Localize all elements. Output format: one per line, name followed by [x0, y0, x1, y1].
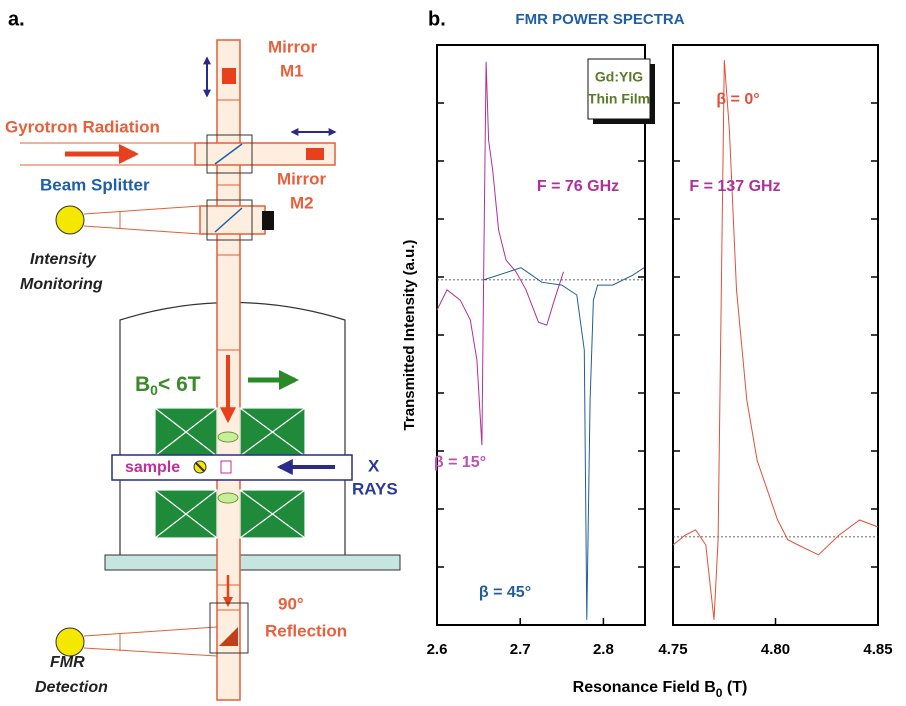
x-tick-label: 4.75: [658, 641, 687, 658]
panel-label: b.: [428, 8, 446, 30]
x-tick-label: 2.8: [593, 641, 614, 658]
lens: [217, 431, 239, 443]
detector: [55, 627, 85, 657]
series-line: [672, 60, 879, 620]
text: 0: [716, 686, 723, 700]
beam-line: [20, 142, 195, 166]
label: 90°: [278, 594, 304, 613]
splitter-box: [206, 199, 253, 241]
text: Resonance Field B: [573, 679, 716, 696]
mirror-m1: [222, 68, 236, 84]
annotation: F = 137 GHz: [689, 178, 780, 195]
tube-joints: [217, 99, 240, 611]
label: M1: [280, 61, 304, 80]
label: FMR: [50, 654, 85, 671]
legend-text: Thin Film: [588, 91, 650, 107]
annotation: β = 0°: [716, 91, 759, 108]
mirror-m2: [306, 148, 324, 160]
detector: [55, 205, 85, 235]
lens: [217, 492, 239, 504]
cone: [83, 205, 201, 235]
plot-frame: [672, 44, 879, 626]
label: M2: [290, 193, 314, 212]
label: X: [368, 456, 380, 475]
field-label: B0< 6T: [135, 373, 201, 398]
x-tick-label: 4.85: [863, 641, 892, 658]
label: Mirror: [268, 37, 318, 56]
splitter-box: [206, 134, 253, 174]
beam-tube: [199, 205, 266, 235]
label: Intensity: [30, 251, 97, 268]
annotation: β = 45°: [479, 584, 531, 601]
x-tick-label: 2.6: [427, 641, 448, 658]
beam-tube: [194, 142, 336, 166]
sample-holder: [220, 460, 232, 474]
cone: [83, 626, 218, 657]
legend: Gd:YIG Thin Film: [587, 58, 655, 124]
label: Monitoring: [20, 276, 103, 293]
label: Beam Splitter: [40, 175, 150, 194]
cryostat-base: [104, 554, 401, 571]
x-axis-label: Resonance Field B0 (T): [573, 679, 748, 700]
plot-frame: [436, 44, 646, 626]
label: Gyrotron Radiation: [5, 117, 160, 136]
label: Detection: [35, 679, 108, 696]
splitter: [214, 207, 243, 233]
text: (T): [722, 679, 747, 696]
magnets: [154, 407, 306, 539]
sample-icon: [195, 462, 205, 472]
panel-label: a.: [8, 8, 25, 30]
chart-title: FMR POWER SPECTRA: [515, 11, 684, 28]
text: < 6T: [158, 373, 201, 396]
series-line: [436, 61, 564, 446]
charts: 2.6 2.7 2.8 F = 76 GHz β = 15° β = 45° 4.75 4.8…: [427, 44, 893, 658]
label: Reflection: [265, 621, 347, 640]
splitter: [214, 143, 243, 165]
reflector-box: [209, 602, 249, 654]
text: 0: [150, 382, 158, 398]
text: B: [135, 373, 150, 396]
label: RAYS: [352, 479, 398, 498]
label: sample: [125, 459, 180, 476]
legend-box: [587, 58, 651, 120]
label: Mirror: [277, 169, 327, 188]
reflector: [219, 627, 238, 646]
x-tick-label: 4.80: [761, 641, 790, 658]
y-axis-label: Transmitted Intensity (a.u.): [401, 240, 418, 431]
x-tick-label: 2.7: [510, 641, 531, 658]
diagram: a. Mirror M1 Gyrotron Radiation Beam Spl…: [5, 8, 401, 701]
series-line: [483, 267, 645, 620]
annotation: F = 76 GHz: [537, 178, 619, 195]
legend-text: Gd:YIG: [595, 69, 643, 85]
annotation: β = 15°: [434, 454, 486, 471]
absorber: [262, 211, 274, 230]
